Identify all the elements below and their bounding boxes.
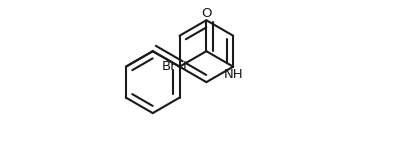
Text: I: I [183, 60, 186, 73]
Text: NH: NH [223, 68, 243, 81]
Text: Br: Br [162, 60, 176, 73]
Text: O: O [201, 7, 212, 20]
